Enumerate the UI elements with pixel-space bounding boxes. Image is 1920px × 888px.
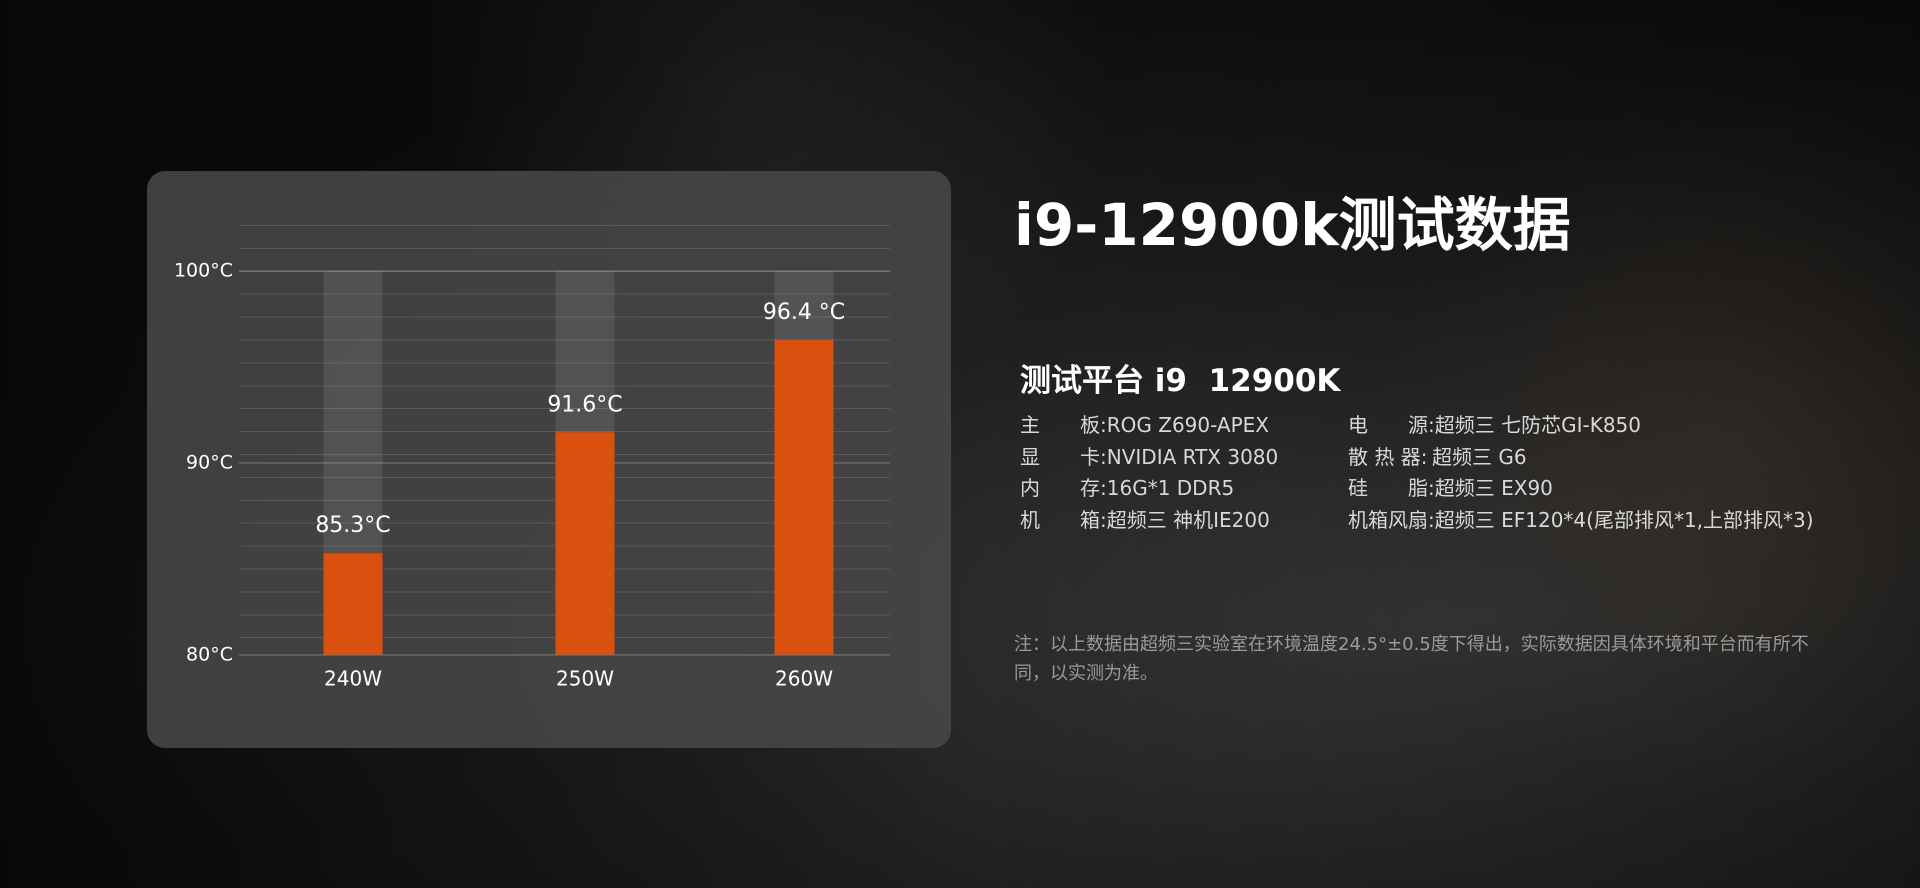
- spec-value: ROG Z690-APEX: [1106, 413, 1269, 437]
- spec-row: 显 卡:NVIDIA RTX 3080: [1020, 442, 1278, 474]
- spec-label: 显 卡:: [1020, 444, 1107, 469]
- note: 注：以上数据由超频三实验室在环境温度24.5°±0.5度下得出，实际数据因具体环…: [1014, 634, 1809, 684]
- spec-row: 内 存:16G*1 DDR5: [1020, 473, 1278, 505]
- spec-value: 超频三 神机IE200: [1106, 508, 1270, 533]
- spec-row: 散 热 器: 超频三 G6: [1348, 442, 1814, 474]
- spec-value: 超频三 G6: [1432, 444, 1527, 469]
- spec-label: 硅 脂:: [1348, 476, 1435, 501]
- spec-value: NVIDIA RTX 3080: [1106, 444, 1279, 469]
- spec-row: 硅 脂:超频三 EX90: [1348, 473, 1814, 505]
- value-label: 91.6°C: [547, 392, 622, 417]
- y-tick-label: 80°C: [186, 644, 233, 666]
- spec-value: 超频三 EF120*4(尾部排风*1,上部排风*3): [1434, 508, 1814, 533]
- y-tick-label: 90°C: [186, 452, 233, 474]
- spec-label: 主 板:: [1020, 413, 1107, 437]
- spec-row: 电 源:超频三 七防芯GI-K850: [1348, 410, 1814, 442]
- spec-row: 机 箱:超频三 神机IE200: [1020, 505, 1278, 537]
- x-tick-label: 260W: [775, 667, 833, 691]
- spec-value: 16G*1 DDR5: [1106, 476, 1235, 501]
- spec-label: 机 箱:: [1020, 508, 1107, 533]
- spec-column: 电 源:超频三 七防芯GI-K850 散 热 器: 超频三 G6 硅 脂:超频三 EX…: [1348, 410, 1814, 537]
- spec-value: 超频三 EX90: [1434, 476, 1553, 501]
- spec-label: 内 存:: [1020, 476, 1107, 501]
- spec-row: 主 板:ROG Z690-APEX: [1020, 410, 1278, 442]
- spec-row: 机箱风扇:超频三 EF120*4(尾部排风*1,上部排风*3): [1348, 505, 1814, 537]
- value-label: 85.3°C: [315, 513, 390, 538]
- x-tick-label: 250W: [556, 667, 614, 691]
- platform-title: 测试平台 i9 12900K: [1020, 363, 1341, 399]
- spec-label: 电 源:: [1348, 413, 1435, 437]
- bar: [774, 340, 834, 655]
- spec-column: 主 板:ROG Z690-APEX 显 卡:NVIDIA RTX 3080 内 存:…: [1020, 410, 1278, 537]
- bar: [323, 553, 383, 655]
- value-label: 96.4 °C: [763, 300, 845, 325]
- spec-label: 散 热 器:: [1348, 444, 1428, 469]
- page-title: i9-12900k测试数据: [1014, 191, 1571, 259]
- y-tick-label: 100°C: [174, 260, 233, 282]
- x-tick-label: 240W: [324, 667, 382, 691]
- spec-label: 机箱风扇:: [1348, 508, 1435, 533]
- spec-value: 超频三 七防芯GI-K850: [1434, 413, 1642, 437]
- bar: [555, 432, 615, 655]
